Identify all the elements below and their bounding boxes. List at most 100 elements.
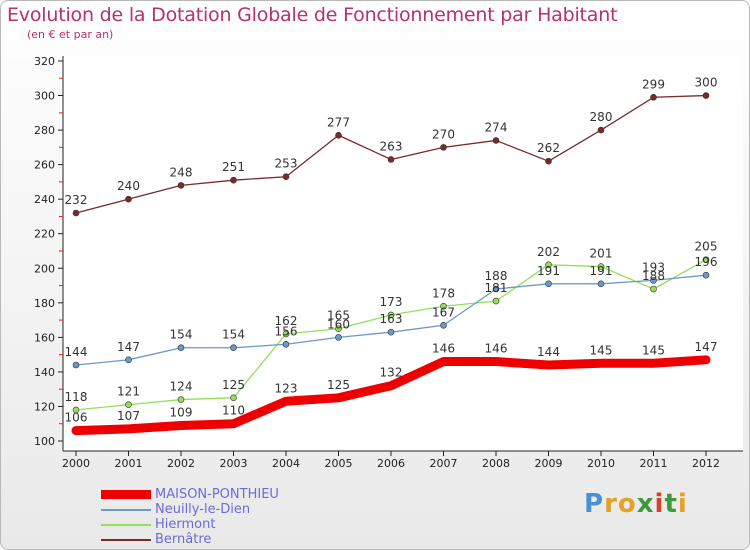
data-point [335, 325, 342, 333]
data-label: 277 [327, 115, 350, 129]
data-label: 251 [222, 160, 245, 174]
logo-letter: i [654, 489, 665, 519]
data-point [125, 401, 132, 409]
data-label: 144 [537, 345, 560, 359]
chart-title: Evolution de la Dotation Globale de Fonc… [7, 4, 618, 26]
data-label: 121 [117, 385, 140, 399]
data-label: 154 [222, 328, 245, 342]
data-label: 248 [170, 165, 193, 179]
data-point [492, 285, 500, 293]
data-point [335, 131, 342, 139]
data-label: 300 [695, 76, 718, 90]
plot-area [63, 56, 743, 451]
series-line-0 [71, 355, 711, 436]
data-point [282, 173, 290, 181]
data-label: 165 [327, 309, 350, 323]
data-label: 201 [590, 247, 613, 261]
x-tick-label: 2005 [325, 457, 353, 470]
data-label: 118 [65, 390, 88, 404]
data-label: 240 [117, 179, 140, 193]
legend-item: Bernâtre [101, 532, 279, 547]
data-point [72, 209, 80, 217]
data-point [492, 297, 500, 305]
legend-item: MAISON-PONTHIEU [101, 487, 279, 502]
legend-swatch [101, 508, 151, 511]
data-point [597, 280, 605, 288]
data-label: 274 [485, 120, 508, 134]
x-tick-label: 2004 [272, 457, 300, 470]
data-label: 263 [380, 139, 403, 153]
logo-letter: r [604, 489, 618, 519]
data-point [387, 156, 395, 163]
data-label: 109 [170, 405, 193, 419]
data-point [440, 144, 447, 151]
data-label: 188 [485, 269, 508, 283]
data-point [545, 280, 552, 288]
data-label: 125 [222, 378, 245, 392]
logo-letter: t [664, 489, 678, 519]
x-tick-label: 2006 [377, 457, 405, 470]
y-tick-label: 140 [34, 366, 55, 379]
data-point [597, 263, 605, 270]
legend-label: Neuilly-le-Dien [155, 502, 251, 517]
data-label: 154 [170, 328, 193, 342]
data-point [702, 271, 710, 279]
data-point [492, 137, 500, 144]
data-point [650, 277, 657, 284]
data-label: 106 [65, 411, 88, 425]
data-point [702, 256, 710, 263]
data-point [650, 285, 657, 293]
data-label: 191 [537, 264, 560, 278]
data-point [72, 406, 80, 414]
data-point [387, 328, 395, 336]
data-label: 163 [380, 312, 403, 326]
data-point [177, 344, 185, 352]
data-label: 167 [432, 305, 455, 319]
data-point [282, 340, 290, 348]
data-label: 146 [485, 342, 508, 356]
data-label: 124 [170, 380, 193, 394]
logo-letter: i [677, 489, 688, 519]
data-point [335, 334, 342, 341]
data-label: 125 [327, 378, 350, 392]
legend-swatch [101, 523, 151, 526]
logo-letter: P [584, 489, 605, 519]
data-point [440, 302, 447, 310]
x-tick-label: 2003 [220, 457, 248, 470]
data-point [125, 356, 132, 364]
data-label: 132 [380, 366, 403, 380]
data-label: 270 [432, 127, 455, 141]
data-label: 299 [642, 77, 665, 91]
x-tick-label: 2010 [587, 457, 615, 470]
data-label: 205 [695, 240, 718, 254]
data-point [282, 330, 290, 338]
data-label: 173 [380, 295, 403, 309]
y-tick-label: 320 [34, 55, 55, 68]
data-point [72, 361, 80, 369]
y-tick-label: 260 [34, 159, 55, 172]
y-tick-label: 240 [34, 193, 55, 206]
data-point [230, 176, 237, 184]
chart-subtitle: (en € et par an) [27, 28, 114, 41]
data-label: 232 [65, 193, 88, 207]
x-tick-label: 2009 [535, 457, 563, 470]
y-tick-label: 280 [34, 124, 55, 137]
data-label: 145 [642, 343, 665, 357]
y-tick-label: 180 [34, 297, 55, 310]
data-label: 178 [432, 286, 455, 300]
legend-label: Bernâtre [155, 532, 212, 547]
data-point [387, 311, 395, 319]
legend-label: Hiermont [155, 517, 216, 532]
data-label: 123 [275, 381, 298, 395]
data-label: 107 [117, 409, 140, 423]
data-label: 253 [275, 157, 298, 171]
legend-item: Neuilly-le-Dien [101, 502, 279, 517]
data-label: 262 [537, 141, 560, 155]
data-point [125, 195, 132, 203]
data-label: 162 [275, 314, 298, 328]
data-point [177, 396, 185, 403]
data-label: 156 [275, 324, 298, 338]
data-label: 160 [327, 317, 350, 331]
x-tick-label: 2002 [167, 457, 195, 470]
